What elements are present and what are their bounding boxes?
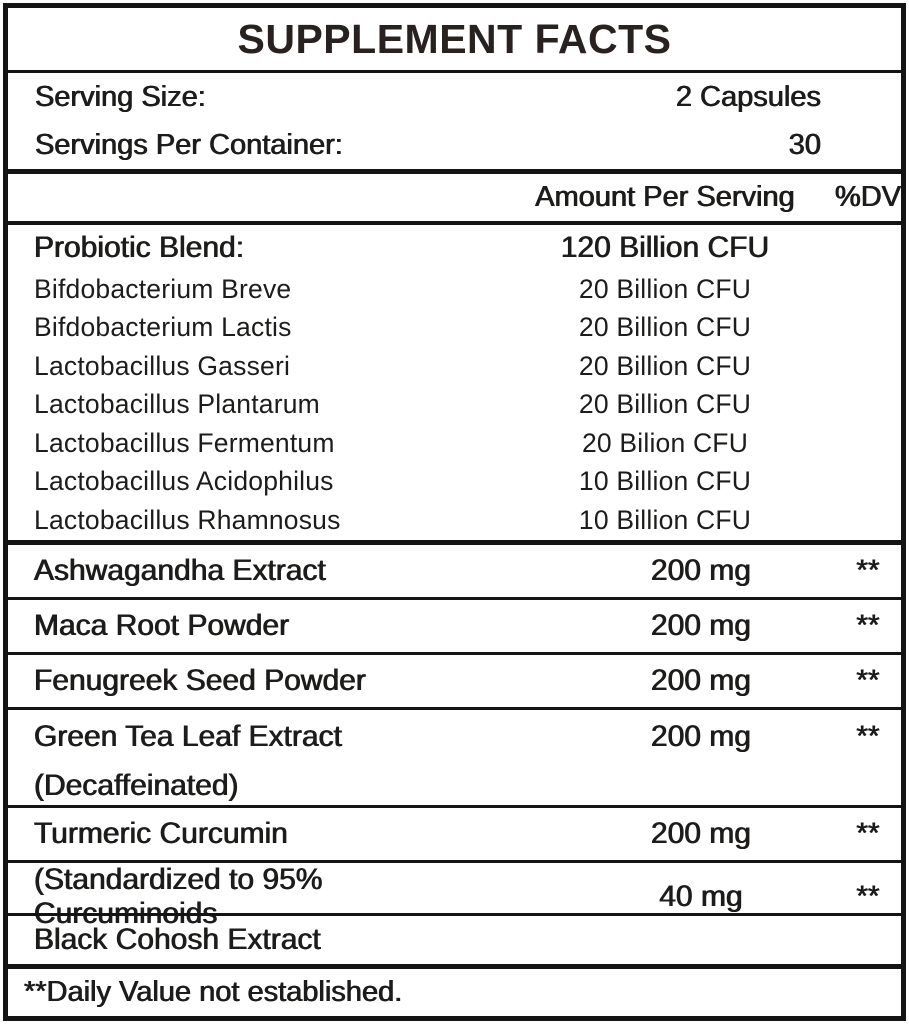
divider	[8, 912, 901, 916]
probiotic-item-name: Lactobacillus Fermentum	[34, 427, 335, 458]
ingredient-name-line1: Green Tea Leaf Extract	[34, 719, 342, 753]
ingredient-amount: 200 mg	[650, 719, 752, 753]
probiotic-item-name: Bifdobacterium Breve	[34, 273, 292, 304]
supplement-facts-panel: SUPPLEMENT FACTS Serving Size: 2 Capsule…	[3, 3, 906, 1021]
probiotic-blend-name: Probiotic Blend:	[34, 230, 245, 264]
ingredient-name: Maca Root Powder	[34, 608, 290, 642]
ingredient-amount: 200 mg	[650, 553, 752, 587]
divider	[8, 596, 901, 600]
servings-per-container-value: 30	[788, 128, 821, 161]
ingredient-name: Black Cohosh Extract	[34, 922, 321, 956]
divider	[8, 651, 901, 655]
ingredient-dv: **	[856, 553, 880, 587]
ingredient-amount: 40 mg	[659, 879, 743, 913]
ingredient-amount: 200 mg	[650, 816, 752, 850]
ingredient-row: Green Tea Leaf Extract (Decaffeinated) 2…	[8, 710, 901, 805]
serving-size-row: Serving Size: 2 Capsules	[8, 73, 901, 121]
probiotic-item-amount: 20 Billion CFU	[578, 350, 752, 381]
probiotic-item-amount: 20 Billion CFU	[578, 273, 752, 304]
divider	[8, 859, 901, 863]
probiotic-item-row: Lactobacillus Rhamnosus 10 Billion CFU	[8, 501, 901, 540]
ingredient-dv: **	[856, 879, 880, 913]
probiotic-item-amount: 10 Billion CFU	[578, 504, 752, 535]
probiotic-item-row: Bifdobacterium Breve 20 Billion CFU	[8, 270, 901, 309]
probiotic-item-name: Lactobacillus Rhamnosus	[34, 504, 341, 535]
ingredient-dv: **	[856, 663, 880, 697]
probiotic-item-row: Bifdobacterium Lactis 20 Billion CFU	[8, 309, 901, 348]
divider	[8, 169, 901, 174]
probiotic-item-amount: 20 Billion CFU	[578, 312, 752, 343]
probiotic-item-row: Lactobacillus Fermentum 20 Bilion CFU	[8, 424, 901, 463]
amount-per-serving-header: Amount Per Serving	[535, 181, 795, 213]
ingredient-amount: 200 mg	[650, 663, 752, 697]
ingredient-amount: 200 mg	[650, 608, 752, 642]
ingredient-row: Turmeric Curcumin 200 mg **	[8, 808, 901, 860]
ingredient-name: Green Tea Leaf Extract (Decaffeinated)	[34, 710, 495, 804]
servings-per-container-row: Servings Per Container: 30	[8, 121, 901, 169]
column-header-row: Amount Per Serving %DV	[8, 174, 901, 221]
ingredient-name: Fenugreek Seed Powder	[34, 663, 366, 697]
divider	[8, 963, 901, 969]
divider	[8, 221, 901, 225]
probiotic-blend-amount: 120 Billion CFU	[560, 230, 770, 264]
footnote-text: **Daily Value not established.	[24, 975, 403, 1008]
footnote: **Daily Value not established.	[8, 969, 901, 1017]
ingredient-dv: **	[856, 719, 880, 753]
ingredient-dv: **	[856, 608, 880, 642]
divider	[8, 70, 901, 73]
probiotic-item-name: Bifdobacterium Lactis	[34, 312, 292, 343]
probiotic-blend-row: Probiotic Blend: 120 Billion CFU	[8, 225, 901, 270]
ingredient-name: Turmeric Curcumin	[34, 816, 288, 850]
divider	[8, 539, 901, 545]
probiotic-item-amount: 10 Billion CFU	[578, 466, 752, 497]
ingredient-row: Fenugreek Seed Powder 200 mg **	[8, 655, 901, 707]
probiotic-item-row: Lactobacillus Gasseri 20 Billion CFU	[8, 347, 901, 386]
serving-size-label: Serving Size:	[35, 80, 206, 113]
ingredient-row: (Standardized to 95% Curcuminoids 40 mg …	[8, 863, 901, 930]
divider	[8, 706, 901, 710]
divider	[8, 804, 901, 808]
panel-title: SUPPLEMENT FACTS	[237, 15, 672, 62]
probiotic-item-row: Lactobacillus Plantarum 20 Billion CFU	[8, 386, 901, 425]
probiotic-item-amount: 20 Billion CFU	[578, 389, 752, 420]
ingredient-row: Maca Root Powder 200 mg **	[8, 600, 901, 652]
ingredient-row: Ashwagandha Extract 200 mg **	[8, 545, 901, 597]
ingredient-row: Black Cohosh Extract	[8, 916, 901, 964]
probiotic-item-amount: 20 Bilion CFU	[581, 427, 749, 458]
probiotic-item-name: Lactobacillus Acidophilus	[34, 466, 334, 497]
probiotic-item-name: Lactobacillus Gasseri	[34, 350, 291, 381]
ingredient-name: Ashwagandha Extract	[34, 553, 326, 587]
ingredient-dv: **	[856, 816, 880, 850]
probiotic-item-name: Lactobacillus Plantarum	[34, 389, 320, 420]
probiotic-item-row: Lactobacillus Acidophilus 10 Billion CFU	[8, 463, 901, 502]
servings-per-container-label: Servings Per Container:	[35, 128, 343, 161]
dv-header: %DV	[835, 181, 902, 213]
serving-size-value: 2 Capsules	[675, 80, 821, 113]
ingredient-name-line2: (Decaffeinated)	[34, 768, 239, 802]
